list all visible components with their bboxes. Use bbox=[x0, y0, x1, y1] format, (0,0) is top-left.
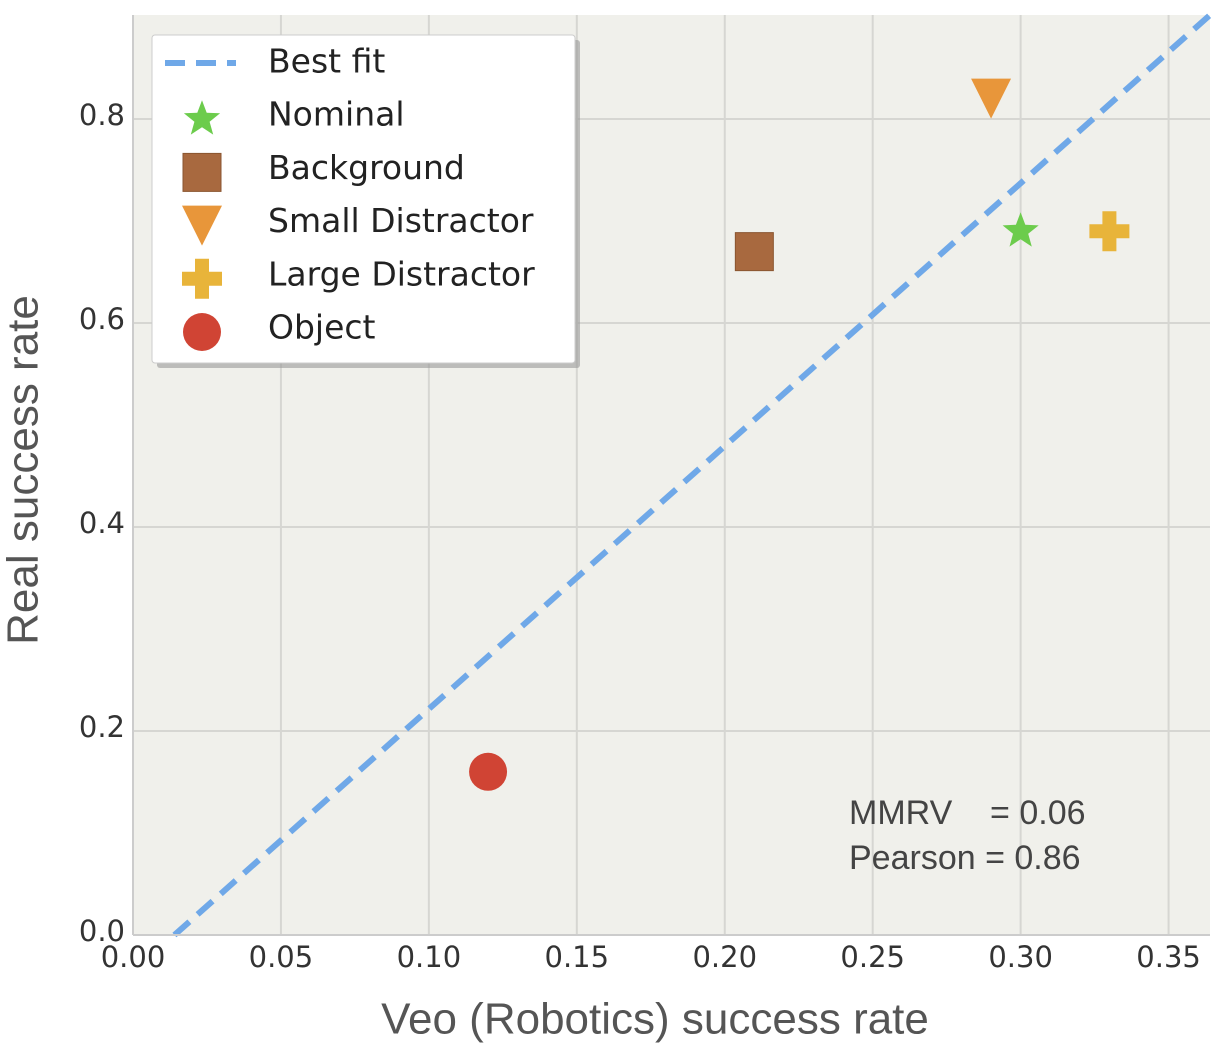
point bbox=[469, 752, 508, 791]
legend-label: Best fit bbox=[268, 42, 385, 81]
x-axis-label: Veo (Robotics) success rate bbox=[381, 995, 929, 1044]
x-tick-label: 0.35 bbox=[1136, 940, 1201, 974]
y-tick-label: 0.0 bbox=[79, 914, 125, 948]
x-tick-label: 0.30 bbox=[988, 940, 1053, 974]
point bbox=[1089, 211, 1130, 252]
legend: Best fit Nominal Background Small Distracto… bbox=[151, 34, 580, 368]
legend-box bbox=[151, 34, 576, 364]
y-tick-label: 0.6 bbox=[79, 302, 125, 336]
legend-label: Background bbox=[268, 148, 465, 187]
legend-swatch bbox=[182, 258, 222, 299]
annotation: Pearson = 0.86 bbox=[849, 839, 1081, 877]
y-tick-label: 0.8 bbox=[79, 98, 125, 132]
x-tick-label: 0.05 bbox=[249, 940, 314, 974]
point bbox=[734, 232, 774, 272]
fit-line bbox=[172, 12, 1212, 938]
y-tick-label: 0.2 bbox=[79, 710, 125, 744]
legend-label: Object bbox=[268, 308, 376, 347]
legend-label: Nominal bbox=[268, 95, 405, 134]
legend-swatch bbox=[183, 313, 221, 351]
legend-swatch bbox=[182, 205, 222, 246]
legend-swatch bbox=[182, 152, 222, 192]
x-tick-label: 0.15 bbox=[545, 940, 610, 974]
point bbox=[971, 78, 1012, 119]
x-tick-label: 0.25 bbox=[840, 940, 905, 974]
point bbox=[1002, 212, 1039, 247]
x-tick-label: 0.10 bbox=[397, 940, 462, 974]
x-tick-label: 0.20 bbox=[692, 940, 757, 974]
y-axis-label: Real success rate bbox=[0, 295, 48, 645]
annotation: MMRV = 0.06 bbox=[849, 794, 1086, 832]
legend-label: Small Distractor bbox=[268, 201, 534, 240]
x-tick-label: 0.00 bbox=[101, 940, 166, 974]
legend-label: Large Distractor bbox=[268, 254, 535, 293]
y-tick-label: 0.4 bbox=[79, 506, 125, 540]
legend-swatch bbox=[183, 100, 221, 135]
